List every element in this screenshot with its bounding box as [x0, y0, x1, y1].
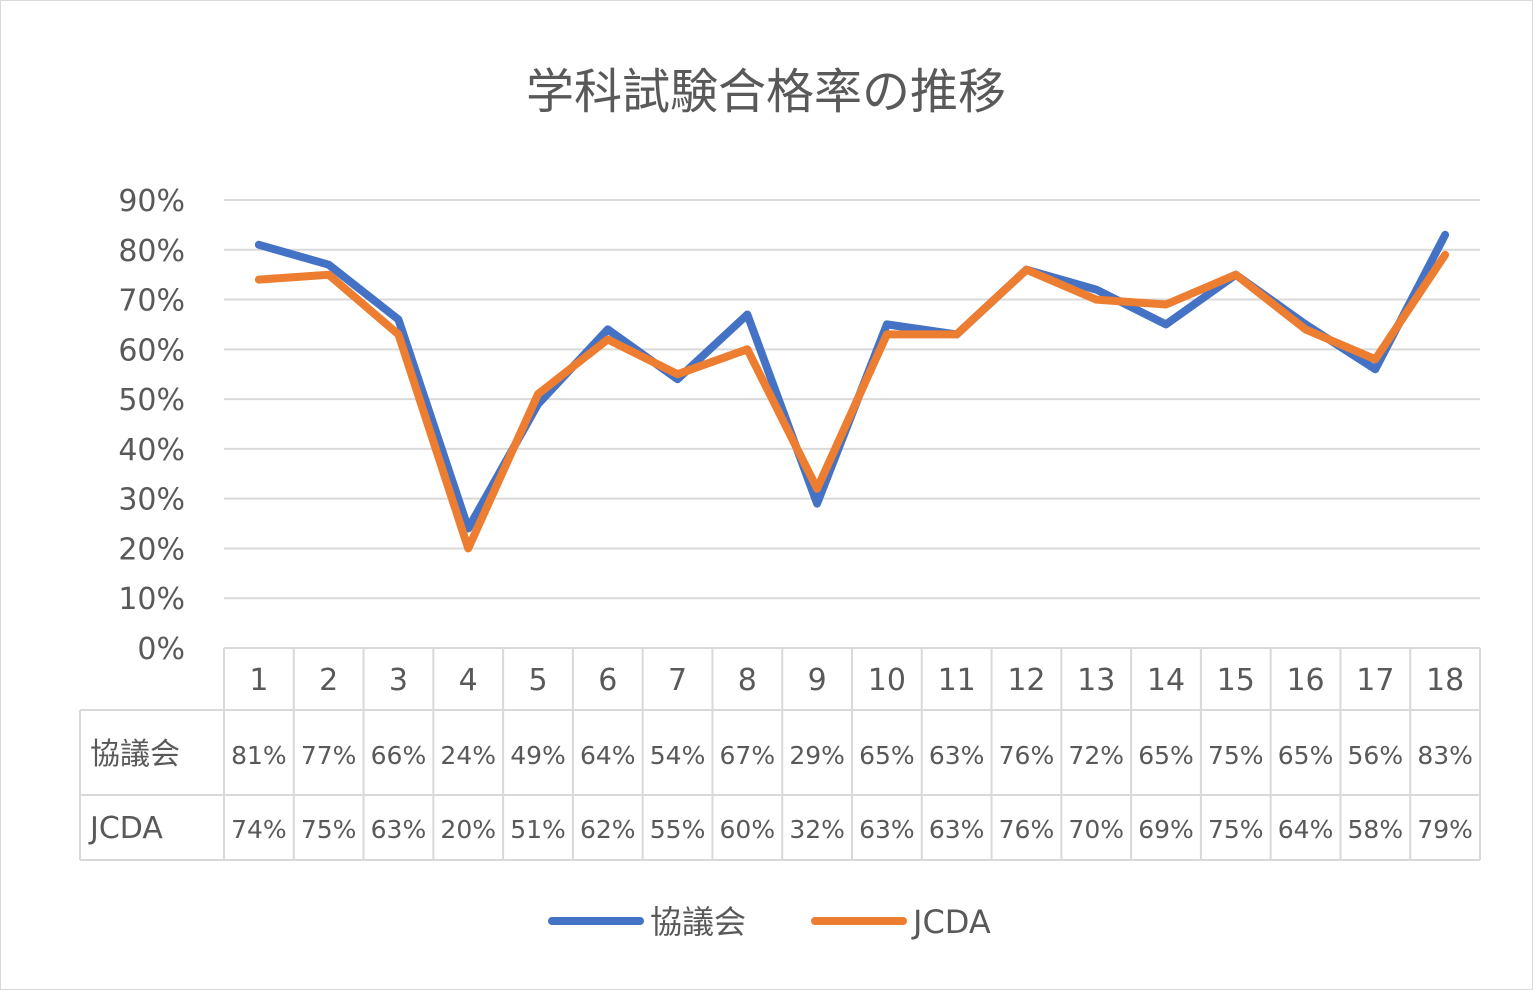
table-cell: 54% — [650, 741, 706, 770]
y-axis: 0% 10% 20% 30% 40% 50% 60% 70% 80% 90% — [118, 184, 185, 667]
table-cell: 65% — [1138, 741, 1194, 770]
y-tick-label: 80% — [118, 234, 185, 269]
table-cell: 69% — [1138, 815, 1194, 844]
x-tick-label: 7 — [668, 663, 687, 698]
legend-label: 協議会 — [650, 903, 746, 941]
x-tick-label: 10 — [868, 663, 906, 698]
table-cell: 29% — [789, 741, 845, 770]
y-tick-label: 90% — [118, 184, 185, 219]
x-tick-label: 12 — [1007, 663, 1045, 698]
legend-label: JCDA — [911, 903, 991, 941]
x-tick-label: 17 — [1356, 663, 1394, 698]
y-tick-label: 10% — [118, 582, 185, 617]
table-cell: 81% — [231, 741, 287, 770]
table-cell: 55% — [650, 815, 706, 844]
table-cell: 51% — [510, 815, 566, 844]
x-tick-label: 16 — [1286, 663, 1324, 698]
chart-title: 学科試験合格率の推移 — [526, 64, 1006, 120]
table-cell: 24% — [440, 741, 496, 770]
y-tick-label: 40% — [118, 433, 185, 468]
table-cell: 64% — [580, 741, 636, 770]
x-tick-label: 2 — [319, 663, 338, 698]
table-cell: 56% — [1348, 741, 1404, 770]
table-cell: 74% — [231, 815, 287, 844]
table-cell: 76% — [999, 741, 1055, 770]
x-tick-label: 1 — [249, 663, 268, 698]
table-row-label: 協議会 — [90, 737, 180, 772]
x-tick-label: 6 — [598, 663, 617, 698]
x-tick-label: 15 — [1217, 663, 1255, 698]
table-cell: 32% — [789, 815, 845, 844]
table-row-label: JCDA — [88, 811, 163, 846]
table-cell: 83% — [1417, 741, 1473, 770]
x-tick-label: 5 — [528, 663, 547, 698]
series-line-1 — [254, 230, 1450, 533]
series-lines — [254, 230, 1450, 553]
table-cell: 65% — [859, 741, 915, 770]
y-tick-label: 60% — [118, 333, 185, 368]
table-cell: 79% — [1417, 815, 1473, 844]
x-tick-label: 11 — [938, 663, 976, 698]
x-tick-label: 8 — [738, 663, 757, 698]
series-line-2 — [254, 250, 1450, 553]
y-tick-label: 20% — [118, 532, 185, 567]
table-cell: 58% — [1348, 815, 1404, 844]
x-tick-label: 14 — [1147, 663, 1185, 698]
y-tick-label: 30% — [118, 483, 185, 518]
legend-item: JCDA — [811, 903, 991, 941]
table-cell: 76% — [999, 815, 1055, 844]
x-tick-label: 4 — [459, 663, 478, 698]
table-cell: 75% — [1208, 815, 1264, 844]
table-cell: 75% — [301, 815, 357, 844]
table-cell: 75% — [1208, 741, 1264, 770]
y-tick-label: 0% — [137, 632, 185, 667]
x-tick-label: 9 — [808, 663, 827, 698]
table-cell: 65% — [1278, 741, 1334, 770]
x-tick-label: 13 — [1077, 663, 1115, 698]
x-tick-label: 3 — [389, 663, 408, 698]
table-cell: 63% — [371, 815, 427, 844]
table-cell: 20% — [440, 815, 496, 844]
table-cell: 63% — [929, 741, 985, 770]
y-tick-label: 70% — [118, 284, 185, 319]
legend-item: 協議会 — [548, 903, 746, 941]
table-cell: 66% — [371, 741, 427, 770]
gridlines — [224, 199, 1480, 600]
table-cell: 49% — [510, 741, 566, 770]
table-cell: 77% — [301, 741, 357, 770]
table-cell: 72% — [1068, 741, 1124, 770]
table-cell: 63% — [929, 815, 985, 844]
y-tick-label: 50% — [118, 383, 185, 418]
table-cell: 67% — [720, 741, 776, 770]
table-cell: 62% — [580, 815, 636, 844]
table-cell: 60% — [720, 815, 776, 844]
table-cell: 70% — [1068, 815, 1124, 844]
table-cell: 63% — [859, 815, 915, 844]
table-cell: 64% — [1278, 815, 1334, 844]
legend: 協議会 JCDA — [548, 903, 991, 941]
x-tick-label: 18 — [1426, 663, 1464, 698]
